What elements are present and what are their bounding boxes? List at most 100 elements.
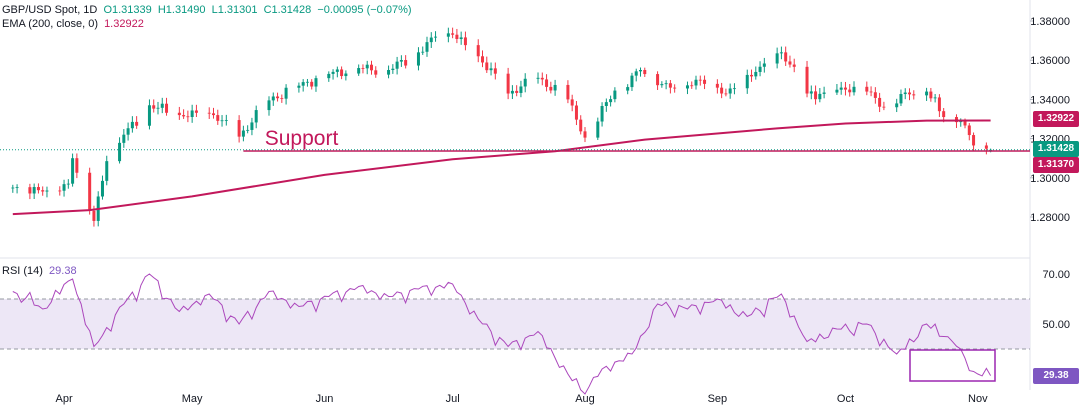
- candle: [130, 116, 134, 133]
- candle: [583, 127, 587, 143]
- candle: [788, 55, 792, 68]
- candle: [882, 101, 886, 111]
- candle: [387, 65, 391, 79]
- candle: [818, 88, 822, 103]
- candle: [609, 95, 613, 107]
- candle: [728, 83, 732, 99]
- candle: [972, 132, 976, 152]
- candle: [668, 80, 672, 94]
- candle: [177, 106, 181, 120]
- rsi-oversold-highlight-box: [909, 349, 996, 382]
- candle: [152, 99, 156, 113]
- candle: [190, 104, 194, 123]
- candle: [745, 69, 749, 94]
- candle: [937, 94, 941, 117]
- candle: [758, 61, 762, 77]
- candle: [673, 84, 677, 93]
- candle: [754, 66, 758, 80]
- candle: [715, 79, 719, 94]
- candle: [899, 89, 903, 107]
- time-tick-label: Sep: [708, 393, 728, 405]
- candle: [784, 46, 788, 66]
- candle: [212, 107, 215, 119]
- candle: [165, 97, 169, 116]
- candle: [374, 66, 378, 78]
- legend-symbol: GBP/USD Spot, 1D: [2, 4, 98, 16]
- candle: [361, 64, 365, 74]
- candle: [11, 184, 15, 193]
- candle: [869, 86, 873, 97]
- candle: [545, 74, 549, 92]
- candle: [463, 31, 467, 51]
- candle: [395, 56, 399, 75]
- candle: [549, 81, 553, 94]
- candle: [301, 79, 305, 92]
- candle: [903, 88, 907, 100]
- candle: [220, 115, 224, 127]
- candle: [809, 85, 813, 100]
- candle: [194, 104, 198, 118]
- candle: [835, 84, 839, 95]
- ema-price-badge: 1.32922: [1033, 111, 1079, 127]
- candle: [357, 64, 361, 76]
- candle: [224, 114, 228, 126]
- candle: [814, 85, 818, 105]
- candle: [493, 62, 497, 80]
- candle: [933, 93, 937, 103]
- candle: [32, 183, 36, 200]
- time-tick-label: Jul: [446, 393, 460, 405]
- candle: [216, 109, 220, 125]
- candle: [485, 56, 489, 73]
- candle: [664, 80, 668, 90]
- candle: [58, 186, 62, 196]
- candle: [344, 70, 348, 81]
- candle: [476, 39, 480, 63]
- ema-200-line: [12, 119, 991, 216]
- candle: [118, 137, 122, 164]
- candle: [574, 100, 578, 126]
- time-tick-label: Nov: [968, 393, 988, 405]
- rsi-value-badge: 29.38: [1033, 368, 1079, 384]
- candle: [878, 92, 882, 113]
- price-tick-label: 1.30000: [1030, 173, 1070, 185]
- candle: [873, 87, 877, 104]
- candle: [241, 125, 245, 142]
- rsi-legend: RSI (14) 29.38: [2, 264, 80, 278]
- candle: [481, 50, 485, 68]
- legend-open: O1.31339: [103, 4, 152, 16]
- candle: [446, 27, 450, 43]
- candle: [626, 84, 630, 95]
- candle: [335, 66, 339, 78]
- rsi-line: [12, 273, 992, 395]
- candle: [66, 179, 70, 189]
- price-tick-label: 1.38000: [1030, 16, 1070, 28]
- candle: [908, 88, 912, 101]
- candle: [246, 125, 250, 134]
- legend-low: L1.31301: [211, 4, 258, 16]
- candle: [310, 79, 314, 90]
- candle: [156, 101, 160, 115]
- time-tick-label: May: [182, 393, 203, 405]
- candle: [506, 67, 510, 100]
- candle: [843, 81, 847, 96]
- candle: [459, 31, 463, 45]
- candle: [596, 117, 600, 141]
- candle: [630, 72, 634, 92]
- candle: [792, 58, 796, 73]
- ema-legend-value: 1.32922: [104, 18, 144, 30]
- price-tick-label: 1.34000: [1030, 94, 1070, 106]
- candle: [297, 82, 301, 93]
- candle: [267, 96, 271, 116]
- candle: [36, 183, 40, 194]
- candle: [762, 57, 766, 73]
- candle: [634, 68, 638, 82]
- candle: [62, 179, 66, 197]
- candle: [147, 99, 151, 130]
- legend-change: −0.00095 (−0.07%): [317, 4, 412, 16]
- candle: [566, 80, 570, 104]
- candle: [895, 98, 899, 113]
- candle: [732, 83, 736, 95]
- candle: [305, 78, 309, 87]
- price-tick-label: 1.36000: [1030, 55, 1070, 67]
